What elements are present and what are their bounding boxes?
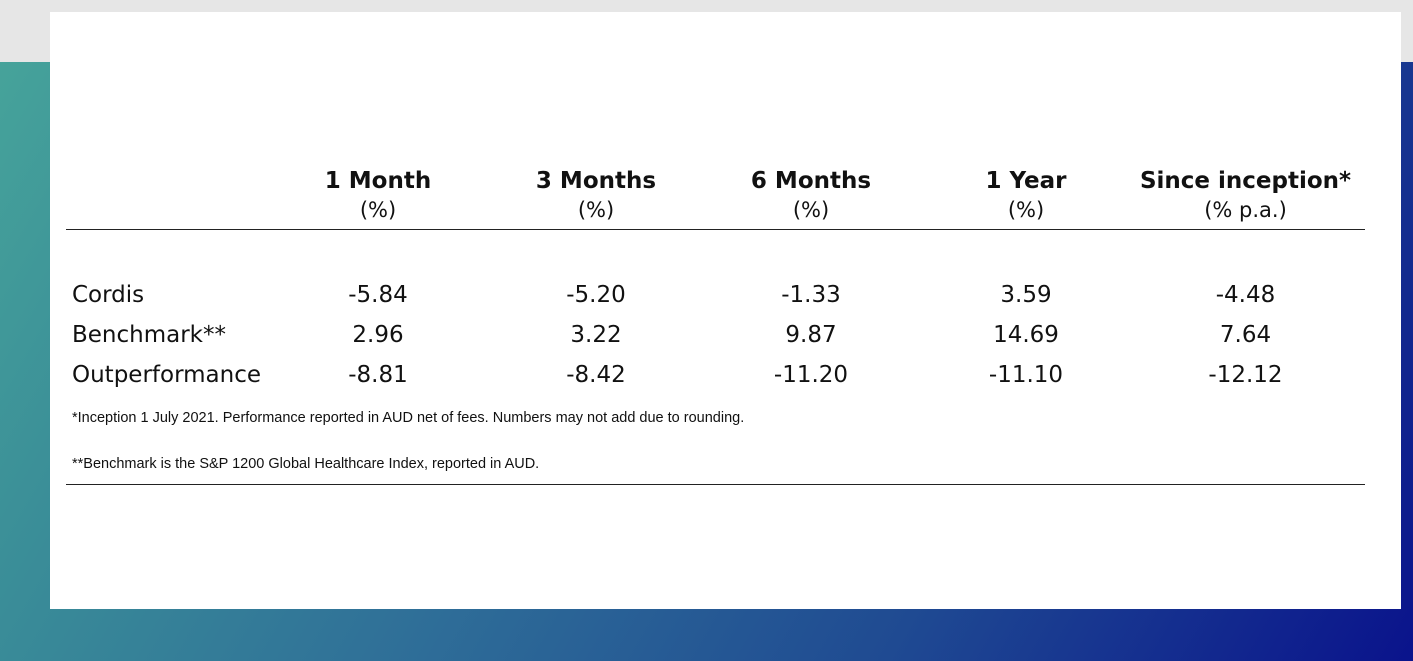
cell-since-inception: 7.64: [1219, 322, 1272, 348]
column-unit: (%): [359, 198, 397, 222]
column-unit: (%): [1007, 198, 1045, 222]
table-row-outperformance: Outperformance -8.81 -8.42 -11.20 -11.10…: [66, 355, 1365, 395]
performance-table: 1 Month (%) 3 Months (%) 6 Months (%) 1 …: [66, 167, 1365, 388]
column-unit: (%): [792, 198, 830, 222]
cell-6-months: 9.87: [785, 322, 837, 348]
column-title: 1 Year: [985, 168, 1067, 194]
table-header: 1 Month (%) 3 Months (%) 6 Months (%) 1 …: [66, 167, 1365, 233]
header-divider: [66, 229, 1365, 230]
column-title: Since inception*: [1139, 168, 1352, 194]
performance-card: 1 Month (%) 3 Months (%) 6 Months (%) 1 …: [50, 12, 1401, 609]
cell-1-year: 3.59: [1000, 282, 1052, 308]
column-title: 6 Months: [750, 168, 872, 194]
column-header-3-months: 3 Months (%): [516, 167, 676, 225]
cell-3-months: -5.20: [566, 282, 626, 308]
table-body: Cordis -5.84 -5.20 -1.33 3.59 -4.48 Benc…: [66, 275, 1365, 395]
cell-since-inception: -12.12: [1208, 362, 1283, 388]
table-row-cordis: Cordis -5.84 -5.20 -1.33 3.59 -4.48: [66, 275, 1365, 315]
cell-3-months: -8.42: [566, 362, 626, 388]
cell-3-months: 3.22: [570, 322, 622, 348]
column-title: 1 Month: [324, 168, 432, 194]
row-label: Cordis: [72, 282, 145, 308]
row-label: Benchmark**: [72, 322, 227, 348]
column-title: 3 Months: [535, 168, 657, 194]
bottom-divider: [66, 484, 1365, 485]
row-label: Outperformance: [72, 362, 261, 388]
cell-1-month: 2.96: [352, 322, 404, 348]
cell-1-year: -11.10: [988, 362, 1064, 388]
column-header-6-months: 6 Months (%): [726, 167, 896, 225]
column-unit: (%): [577, 198, 615, 222]
cell-1-year: 14.69: [993, 322, 1059, 348]
footnote-benchmark: **Benchmark is the S&P 1200 Global Healt…: [72, 456, 540, 472]
cell-6-months: -1.33: [781, 282, 841, 308]
column-header-1-year: 1 Year (%): [946, 167, 1106, 225]
footnote-inception: *Inception 1 July 2021. Performance repo…: [72, 410, 745, 426]
cell-since-inception: -4.48: [1215, 282, 1276, 308]
cell-6-months: -11.20: [773, 362, 849, 388]
cell-1-month: -5.84: [348, 282, 408, 308]
table-row-benchmark: Benchmark** 2.96 3.22 9.87 14.69 7.64: [66, 315, 1365, 355]
column-unit: (% p.a.): [1204, 198, 1287, 222]
column-header-1-month: 1 Month (%): [298, 167, 458, 225]
column-header-since-inception: Since inception* (% p.a.): [1126, 167, 1365, 225]
cell-1-month: -8.81: [348, 362, 408, 388]
